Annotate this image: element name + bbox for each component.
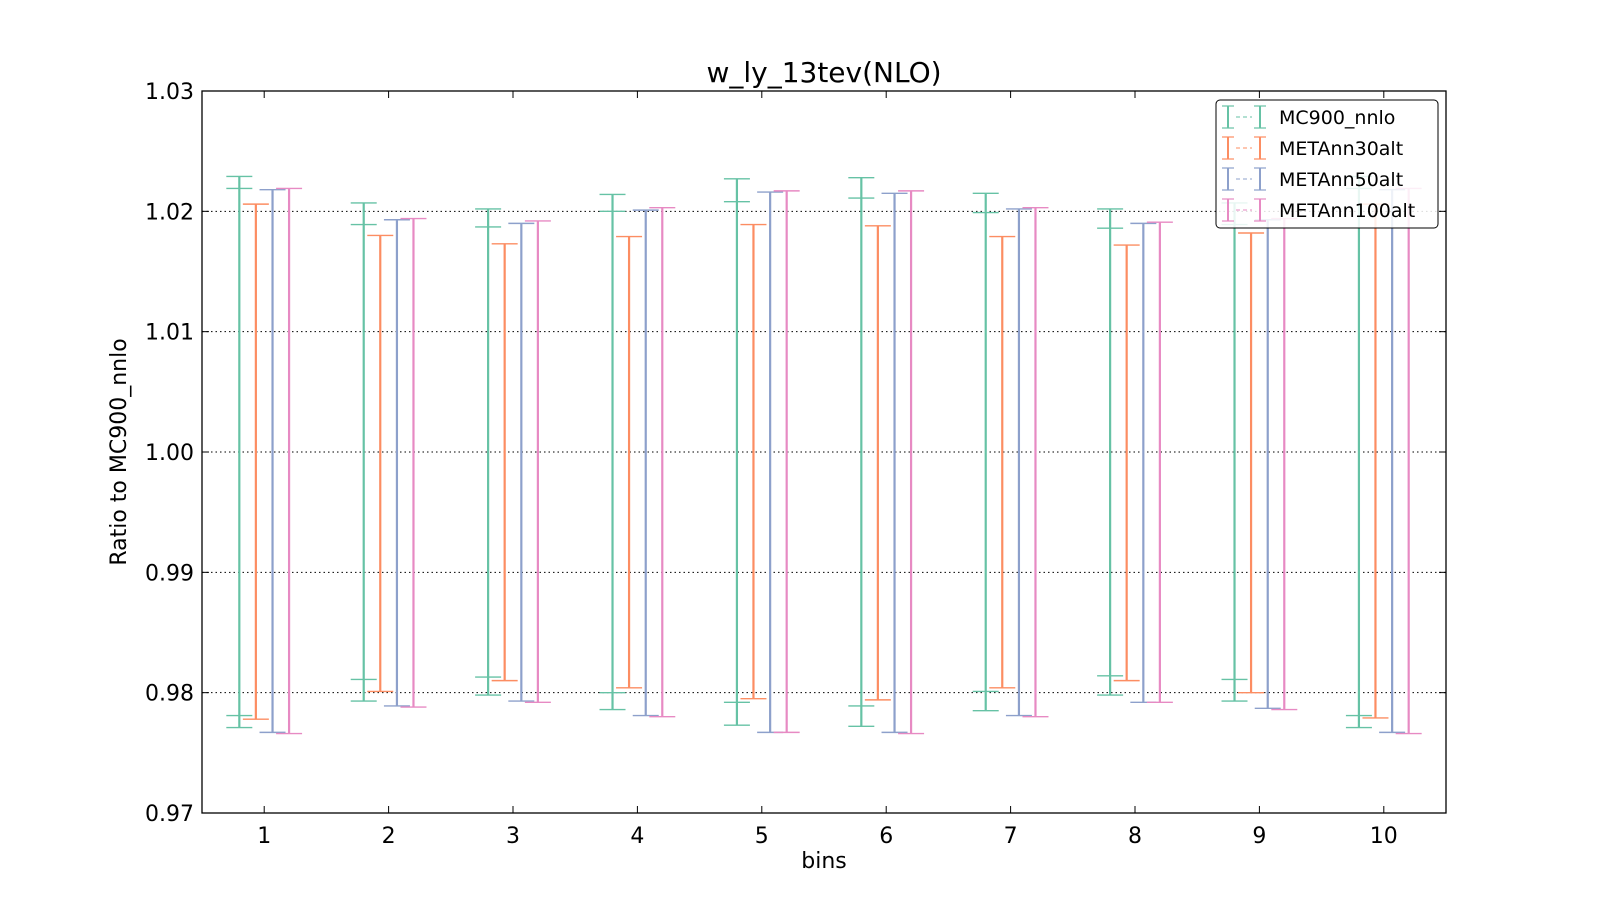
- x-tick-label: 2: [382, 824, 396, 849]
- legend: MC900_nnlo METAnn30alt METAnn50alt METAnn10…: [1215, 99, 1439, 229]
- y-tick-label: 1.00: [145, 441, 194, 466]
- legend-label: METAnn50alt: [1279, 169, 1403, 191]
- x-tick-label: 3: [506, 824, 520, 849]
- x-tick-label: 4: [630, 824, 644, 849]
- error-bars: [226, 175, 1422, 735]
- y-tick-label: 1.01: [145, 321, 194, 346]
- y-axis-title: Ratio to MC900_nnlo: [107, 338, 132, 565]
- y-tick-label: 0.99: [145, 561, 194, 586]
- x-tick-label: 6: [879, 824, 893, 849]
- x-tick-label: 5: [755, 824, 769, 849]
- series-METAnn50alt: [259, 188, 1406, 734]
- y-tick-label: 0.98: [145, 682, 194, 707]
- series-METAnn30alt: [242, 203, 1389, 720]
- legend-label: METAnn30alt: [1279, 138, 1403, 160]
- legend-box: [1215, 99, 1439, 229]
- legend-label: MC900_nnlo: [1279, 107, 1395, 129]
- grid-lines: [202, 210, 1446, 694]
- x-tick-label: 1: [257, 824, 271, 849]
- x-tick-label: 9: [1252, 824, 1266, 849]
- legend-label: METAnn100alt: [1279, 200, 1415, 222]
- x-tick-label: 8: [1128, 824, 1142, 849]
- y-tick-label: 1.03: [145, 80, 194, 105]
- y-tick-label: 1.02: [145, 200, 194, 225]
- y-tick-label: 0.97: [145, 802, 194, 827]
- x-axis-title: bins: [801, 849, 846, 874]
- x-tick-label: 10: [1370, 824, 1398, 849]
- axis-ticks: 0.97 0.98 0.99 1.00 1.01 1.02 1.03 1 2 3 4 5 6 7 8 9 10: [145, 80, 1446, 849]
- x-tick-label: 7: [1004, 824, 1018, 849]
- series-METAnn100alt: [276, 187, 1422, 735]
- chart-title: w_ly_13tev(NLO): [706, 56, 941, 89]
- series-MC900_nnlo: [226, 175, 1372, 729]
